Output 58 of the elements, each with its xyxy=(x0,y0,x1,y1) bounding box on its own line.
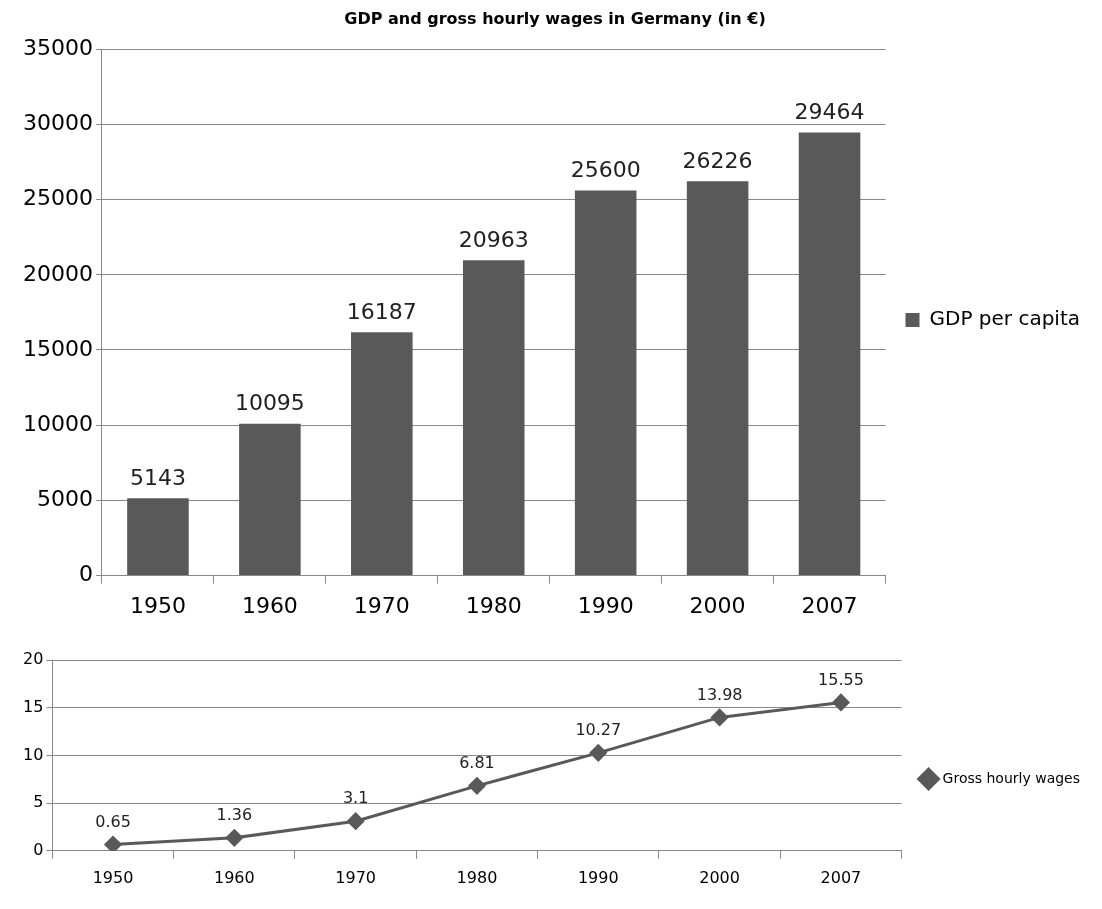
legend-label: Gross hourly wages xyxy=(942,769,1081,786)
point xyxy=(225,829,243,847)
y-tick-label: 0 xyxy=(78,561,93,587)
point xyxy=(347,812,365,830)
x-tick-label: 1970 xyxy=(353,592,410,618)
y-tick-label: 10000 xyxy=(22,410,93,436)
y-tick-label: 0 xyxy=(33,839,44,859)
y-tick-label: 20 xyxy=(23,649,44,669)
point xyxy=(832,693,850,711)
data-label: 26226 xyxy=(682,147,753,173)
y-tick-label: 35000 xyxy=(22,34,93,60)
bar xyxy=(127,498,189,576)
x-tick-label: 1990 xyxy=(577,592,634,618)
x-tick-label: 2007 xyxy=(820,867,862,887)
x-tick-label: 2000 xyxy=(699,867,740,887)
point xyxy=(104,836,122,851)
point xyxy=(468,777,486,795)
x-tick-label: 1960 xyxy=(241,592,298,618)
y-tick-label: 20000 xyxy=(22,260,93,286)
y-tick-label: 15000 xyxy=(22,335,93,361)
x-tick-label: 1980 xyxy=(456,867,498,887)
bar xyxy=(351,332,413,576)
y-tick-label: 10 xyxy=(23,744,44,764)
data-label: 25600 xyxy=(570,157,641,183)
data-label: 15.55 xyxy=(818,669,864,689)
data-label: 5143 xyxy=(129,464,186,490)
data-label: 3.1 xyxy=(342,788,369,808)
x-tick-label: 1950 xyxy=(129,592,186,618)
data-label: 29464 xyxy=(794,99,865,125)
y-tick-label: 5 xyxy=(33,792,44,812)
y-tick-label: 30000 xyxy=(22,110,93,136)
y-tick-label: 25000 xyxy=(22,185,93,211)
x-tick-label: 2000 xyxy=(689,592,746,618)
chart-title: GDP and gross hourly wages in Germany (in €) xyxy=(344,8,766,28)
data-label: 0.65 xyxy=(95,811,131,831)
legend-label: GDP per capita xyxy=(929,306,1080,331)
bar xyxy=(239,423,301,576)
data-label: 20963 xyxy=(458,227,529,253)
y-tick-label: 5000 xyxy=(36,486,93,512)
data-label: 16187 xyxy=(346,298,417,324)
y-tick-label: 15 xyxy=(23,696,44,716)
x-tick-label: 1950 xyxy=(92,867,134,887)
bar xyxy=(574,190,637,576)
data-label: 10.27 xyxy=(575,719,622,739)
x-tick-label: 1980 xyxy=(465,592,522,618)
bar xyxy=(462,260,525,576)
x-tick-label: 2007 xyxy=(801,592,858,618)
data-label: 10095 xyxy=(234,390,305,416)
x-tick-label: 1970 xyxy=(335,867,377,887)
data-label: 1.36 xyxy=(216,804,253,824)
bar xyxy=(686,181,749,576)
point xyxy=(711,708,729,726)
x-tick-label: 1960 xyxy=(213,867,255,887)
x-tick-label: 1990 xyxy=(577,867,619,887)
data-label: 6.81 xyxy=(459,752,495,772)
data-label: 13.98 xyxy=(696,684,743,704)
bar xyxy=(798,132,861,576)
point xyxy=(589,744,607,762)
